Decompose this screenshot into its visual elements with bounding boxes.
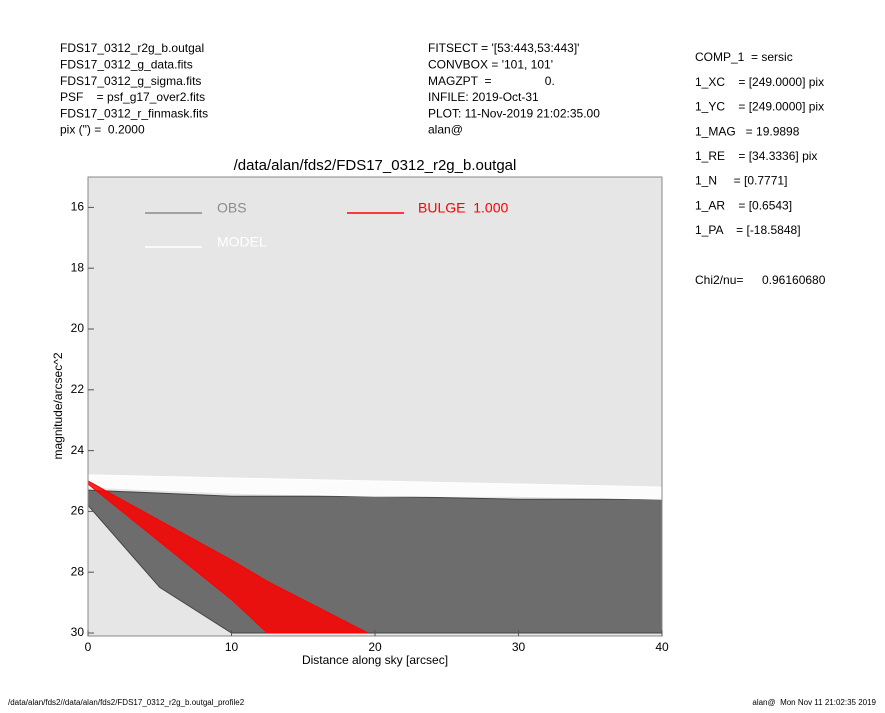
header-right-line: 1_MAG = 19.9898 [695,124,800,138]
x-tick-label: 40 [655,640,669,654]
header-middle-line: PLOT: 11-Nov-2019 21:02:35.00 [428,106,600,120]
y-tick-label: 18 [71,260,85,274]
footer-date: alan@ Mon Nov 11 21:02:35 2019 [752,698,876,707]
header-middle-line: CONVBOX = '101, 101' [428,57,553,71]
header-right-line: 1_XC = [249.0000] pix [695,75,824,89]
y-tick-label: 20 [71,321,85,335]
legend-label: BULGE 1.000 [418,200,508,216]
y-tick-label: 30 [71,625,85,639]
legend-label: MODEL [217,234,267,250]
x-tick-label: 30 [512,640,526,654]
header-left-line: PSF = psf_g17_over2.fits [60,90,205,104]
header-middle-line: MAGZPT = 0. [428,74,555,88]
header-left-line: FDS17_0312_g_data.fits [60,57,193,71]
plot-area [88,474,662,634]
profile-band [88,480,369,634]
header-middle-line: FITSECT = '[53:443,53:443]' [428,41,579,55]
header-right-line: 1_RE = [34.3336] pix [695,149,817,163]
header-left-line: FDS17_0312_r2g_b.outgal [60,41,204,55]
y-tick-label: 26 [71,504,85,518]
chi2-value: 0.96160680 [762,273,826,287]
x-tick-label: 20 [368,640,382,654]
y-tick-label: 24 [71,443,85,457]
header-right-line: 1_AR = [0.6543] [695,198,792,212]
legend-label: OBS [217,200,247,216]
y-tick-label: 28 [71,564,85,578]
x-axis-label: Distance along sky [arcsec] [302,653,448,667]
header-middle-line: alan@ [428,123,463,137]
y-tick-label: 22 [71,382,85,396]
header-right-line: 1_YC = [249.0000] pix [695,100,824,114]
header-right-line: 1_PA = [-18.5848] [695,223,801,237]
header-left-line: FDS17_0312_g_sigma.fits [60,74,201,88]
chart-title: /data/alan/fds2/FDS17_0312_r2g_b.outgal [234,157,517,174]
header-right-line: 1_N = [0.7771] [695,174,787,188]
y-axis-label: magnitude/arcsec^2 [51,352,65,459]
header-left-line: FDS17_0312_r_finmask.fits [60,106,208,120]
header-right-line: COMP_1 = sersic [695,50,793,64]
header-middle-line: INFILE: 2019-Oct-31 [428,90,539,104]
profile-band [88,474,662,500]
chi2-label: Chi2/nu= [695,273,743,287]
x-tick-label: 0 [85,640,92,654]
x-tick-label: 10 [225,640,239,654]
y-tick-label: 16 [71,200,85,214]
header-left-line: pix (") = 0.2000 [60,123,145,137]
footer-path: /data/alan/fds2//data/alan/fds2/FDS17_03… [8,698,245,707]
